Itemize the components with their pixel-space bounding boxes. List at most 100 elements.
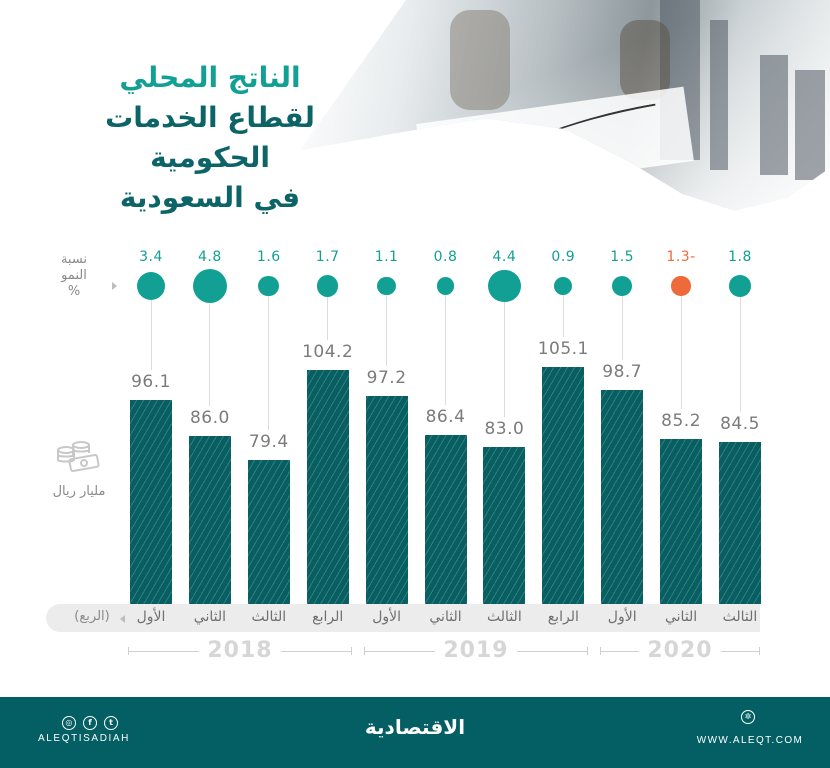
bar [424,434,467,604]
quarter-label: الأول [372,609,401,625]
growth-bubble [377,276,396,296]
bar [365,395,408,604]
growth-rate-label: 4.4 [492,249,517,265]
year-label: 2020 [600,638,760,663]
growth-rate-label: 1.1 [374,249,399,265]
year-bracket-2019: 2019 [364,638,588,664]
chart-column: 4.8 86.0 [181,0,239,640]
bar-value-label: 79.4 [248,432,289,453]
quarter-label: الثالث [487,609,522,625]
chart-column: 1.5 98.7 [593,0,651,640]
quarter-label: الثالث [722,609,758,625]
website-link[interactable]: WWW.ALEQT.COM [696,735,804,746]
growth-rate-label: 1.8 [728,249,752,265]
connector-line [209,303,211,407]
chart-column: 1.6 79.4 [240,0,298,640]
unit-legend: مليار ريال [44,440,114,499]
year-bracket-2018: 2018 [128,638,352,664]
year-tick [351,647,352,655]
quarter-label: الرابع [547,609,579,625]
growth-bubble [317,275,339,297]
bar-value-label: 97.2 [366,367,407,388]
bar [719,441,761,604]
connector-line [503,302,505,418]
bar [660,439,703,604]
footer: ◎ f t ALEQTISADIAH الاقتصادية ✲ WWW.ALEQ… [0,697,830,768]
connector-line [445,294,446,405]
hand-shape [450,10,510,110]
triangle-right-icon [112,282,117,290]
chart-column: 3.4 96.1 [122,0,180,640]
quarter-label: الرابع [312,609,344,625]
instagram-icon[interactable]: ◎ [61,716,76,730]
year-tick [759,647,760,655]
bar [247,460,290,604]
hand-shape [620,20,670,100]
growth-bubble [436,277,455,295]
chart-column: 1.7 104.2 [299,0,357,640]
chart-column: 0.9 105.1 [534,0,592,640]
growth-rate-label: 1.7 [315,249,340,265]
growth-bubble [136,271,166,301]
title-line-2: لقطاع الخدمات الحكومية [105,101,315,174]
growth-bubble [192,268,227,304]
infographic-title: الناتج المحلي لقطاع الخدمات الحكومية في … [60,58,360,218]
year-bracket-2020: 2020 [600,638,760,664]
growth-legend-line-1: نسبة [60,252,88,267]
connector-line [327,296,329,341]
connector-line [680,295,682,410]
connector-line [268,296,270,431]
bar-value-label: 104.2 [302,342,354,363]
chart-column: 1.8 84.5 [711,0,769,640]
chart-column: 1.3- 85.2 [652,0,710,640]
connector-line [386,295,388,366]
bar-value-label: 86.4 [425,406,466,427]
unit-label: مليار ريال [52,484,106,499]
quarter-label: الأول [607,609,637,625]
connector-line [621,296,623,361]
growth-rate-label: 3.4 [139,249,163,265]
building-shape [760,55,788,175]
growth-rate-label: 1.6 [256,249,281,265]
year-label: 2019 [364,638,588,663]
chart-column: 1.1 97.2 [358,0,416,640]
title-line-1: الناتج المحلي [119,61,301,94]
year-tick [587,647,588,655]
building-shape [710,20,728,170]
social-handle[interactable]: ALEQTISADIAH [38,733,130,744]
triangle-left-icon [120,615,125,623]
title-line-3: في السعودية [119,181,301,214]
quarter-label: الثاني [193,609,226,625]
bar-value-label: 98.7 [602,362,643,383]
bar [130,399,172,604]
year-tick [128,647,129,655]
growth-rate-label: 0.8 [433,249,458,265]
facebook-icon[interactable]: f [83,716,97,730]
year-label: 2018 [128,638,352,663]
quarter-label: الثالث [251,609,287,625]
growth-rate-label: 1.3- [666,249,696,265]
quarter-axis-label: (الربع) [74,609,110,624]
bar-value-label: 84.5 [720,413,760,434]
twitter-icon[interactable]: t [104,716,119,730]
chart-column: 0.8 86.4 [417,0,475,640]
social-links: ◎ f t [50,710,130,730]
growth-rate-label: 4.8 [198,249,222,265]
growth-bubble [554,277,573,295]
quarter-label: الثاني [664,609,698,625]
quarter-label: الثاني [429,609,462,625]
bar [306,370,349,604]
bar [188,436,231,604]
money-stack-icon [57,441,100,473]
growth-legend-line-3: % [67,284,81,299]
bar-value-label: 105.1 [537,339,589,360]
growth-bubble [258,275,280,297]
growth-legend-line-2: النمو [61,268,87,283]
growth-bubble [488,269,521,303]
quarter-label: الأول [136,609,166,625]
connector-line [150,300,152,370]
bar-value-label: 85.2 [661,411,702,432]
globe-icon: ✲ [741,710,755,724]
growth-bubble [612,275,633,297]
growth-bubble [671,276,691,296]
